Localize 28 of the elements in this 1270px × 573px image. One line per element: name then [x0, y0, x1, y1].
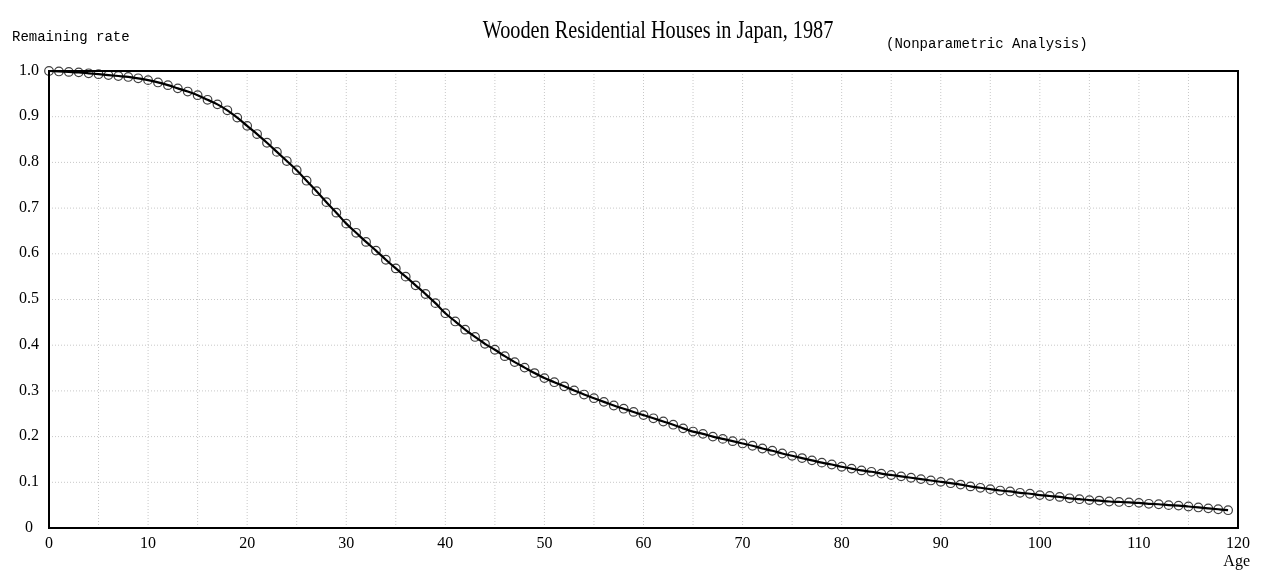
- chart-title: Wooden Residential Houses in Japan, 1987: [482, 14, 834, 44]
- y-tick-label: 0.5: [19, 289, 39, 307]
- y-axis-title: Remaining rate: [12, 29, 130, 45]
- y-tick-label: 1.0: [19, 60, 39, 78]
- x-tick-label: 70: [734, 534, 751, 551]
- chart-subtitle: (Nonparametric Analysis): [886, 36, 1088, 52]
- y-tick-label: 0.2: [19, 426, 39, 444]
- y-tick-label: 0.1: [19, 471, 39, 489]
- y-tick-label: 0.3: [19, 380, 39, 398]
- x-tick-label: 10: [140, 534, 157, 551]
- x-tick-label: 60: [635, 534, 652, 551]
- x-tick-label: 30: [338, 534, 355, 551]
- x-tick-label: 90: [932, 534, 949, 551]
- x-tick-label: 40: [437, 534, 454, 551]
- x-axis-title: Age: [1223, 552, 1250, 570]
- y-tick-label: 0.8: [19, 152, 39, 170]
- x-tick-label: 80: [833, 534, 850, 551]
- x-tick-label: 0: [45, 534, 53, 551]
- y-tick-label: 0.4: [19, 334, 39, 352]
- x-tick-label: 20: [239, 534, 256, 551]
- x-tick-label: 110: [1127, 534, 1151, 551]
- x-tick-label: 50: [536, 534, 553, 551]
- x-tick-label: 100: [1027, 534, 1052, 551]
- x-tick-label: 120: [1226, 534, 1250, 551]
- y-tick-label: 0.6: [19, 243, 39, 261]
- y-tick-label: 0: [25, 517, 33, 535]
- y-tick-label: 0.9: [19, 106, 39, 124]
- y-tick-label: 0.7: [19, 197, 39, 215]
